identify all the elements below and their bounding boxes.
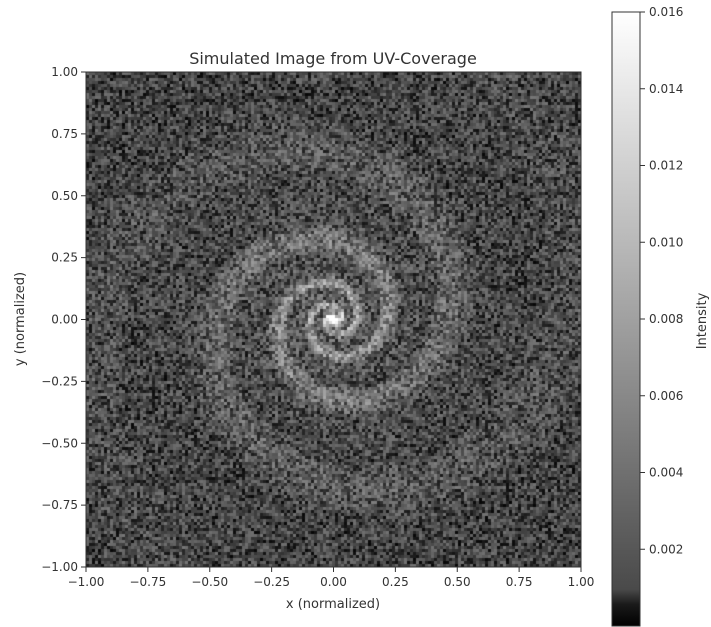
y-tick-label: −0.25 bbox=[41, 374, 78, 388]
colorbar-tick-label: 0.010 bbox=[649, 235, 683, 249]
x-tick-label: 0.25 bbox=[382, 575, 409, 589]
colorbar-tick-label: 0.006 bbox=[649, 389, 683, 403]
x-tick-label: 0.00 bbox=[320, 575, 347, 589]
y-axis-label: y (normalized) bbox=[13, 272, 28, 366]
image-plot-area bbox=[86, 72, 581, 567]
colorbar-ticks: 0.016 0.014 0.012 0.010 0.008 0.006 0.004 0.002 bbox=[640, 5, 683, 556]
x-tick-label: 0.50 bbox=[444, 575, 471, 589]
simulated-image bbox=[86, 72, 581, 567]
x-axis-ticks: −1.00 −0.75 −0.50 −0.25 0.00 0.25 0.50 0.75 1.00 bbox=[68, 567, 595, 589]
y-tick-label: 1.00 bbox=[51, 65, 78, 79]
x-tick-label: −0.75 bbox=[129, 575, 166, 589]
colorbar-tick-label: 0.004 bbox=[649, 466, 683, 480]
x-tick-label: 0.75 bbox=[506, 575, 533, 589]
colorbar-label: Intensity bbox=[695, 292, 710, 349]
y-tick-label: −0.50 bbox=[41, 436, 78, 450]
y-tick-label: −0.75 bbox=[41, 498, 78, 512]
colorbar bbox=[612, 12, 640, 626]
y-tick-label: 0.75 bbox=[51, 127, 78, 141]
x-axis-label: x (normalized) bbox=[286, 597, 380, 612]
y-tick-label: 0.50 bbox=[51, 189, 78, 203]
colorbar-tick-label: 0.012 bbox=[649, 159, 683, 173]
x-tick-label: −0.25 bbox=[253, 575, 290, 589]
colorbar-tick-label: 0.014 bbox=[649, 82, 683, 96]
y-tick-label: −1.00 bbox=[41, 560, 78, 574]
y-tick-label: 0.00 bbox=[51, 313, 78, 327]
colorbar-tick-label: 0.008 bbox=[649, 312, 683, 326]
x-tick-label: 1.00 bbox=[568, 575, 595, 589]
colorbar-tick-label: 0.002 bbox=[649, 542, 683, 556]
y-axis-ticks: 1.00 0.75 0.50 0.25 0.00 −0.25 −0.50 −0.75 −1.00 bbox=[41, 65, 86, 574]
x-tick-label: −1.00 bbox=[68, 575, 105, 589]
y-tick-label: 0.25 bbox=[51, 251, 78, 265]
x-tick-label: −0.50 bbox=[191, 575, 228, 589]
colorbar-tick-label: 0.016 bbox=[649, 5, 683, 19]
chart-title: Simulated Image from UV-Coverage bbox=[189, 49, 477, 68]
